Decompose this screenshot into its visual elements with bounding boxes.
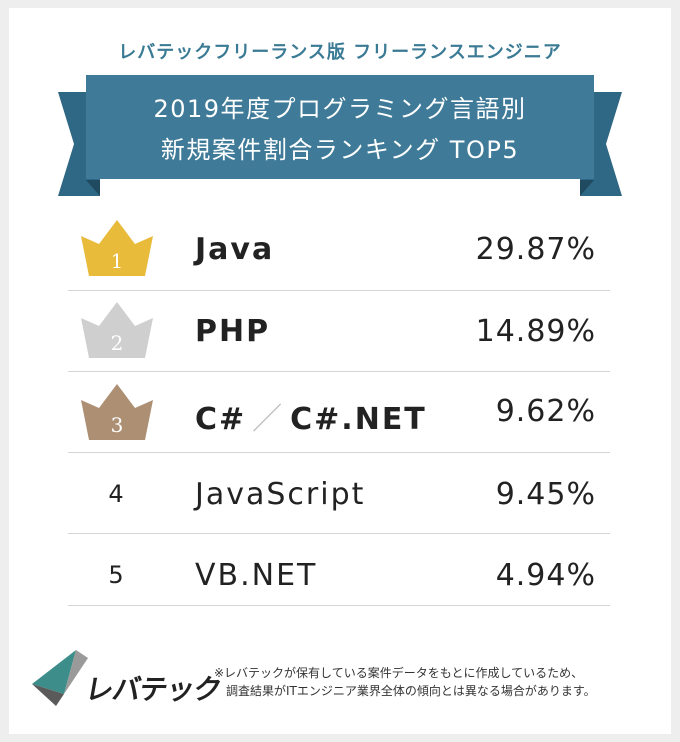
ranking-row-3: 3 C# ／ C#.NET 9.62%	[68, 372, 610, 452]
svg-text:1: 1	[111, 249, 124, 273]
row-divider	[68, 605, 610, 606]
bronze-crown-icon: 3	[81, 384, 153, 440]
language-name: VB.NET	[195, 558, 318, 593]
subtitle: レバテックフリーランス版 フリーランスエンジニア	[118, 42, 562, 63]
title-ribbon: 2019年度プログラミング言語別 新規案件割合ランキング TOP5	[0, 0, 680, 210]
language-separator: ／	[252, 402, 285, 437]
language-name-b: C#.NET	[290, 402, 427, 437]
ribbon-main	[86, 75, 594, 179]
share-value: 9.45%	[495, 477, 596, 512]
language-name: C# ／ C#.NET	[195, 394, 427, 438]
rank-number: 4	[108, 480, 124, 508]
row-divider	[68, 452, 610, 453]
silver-crown-icon: 2	[81, 302, 153, 358]
row-divider	[68, 533, 610, 534]
page-title-line-2: 新規案件割合ランキング TOP5	[160, 136, 520, 164]
logo-text: レバテック	[82, 673, 224, 706]
page-title-line-1: 2019年度プログラミング言語別	[153, 95, 527, 123]
language-name: Java	[195, 232, 275, 267]
ranking-row-5: 5 VB.NET 4.94%	[68, 534, 610, 614]
language-name-a: C#	[195, 402, 247, 437]
language-name: PHP	[195, 314, 271, 349]
share-value: 29.87%	[475, 232, 596, 267]
footnote: ※レバテックが保有している案件データをもとに作成しているため、 調査結果がITエ…	[214, 664, 664, 700]
ranking-row-4: 4 JavaScript 9.45%	[68, 453, 610, 533]
gold-crown-icon: 1	[81, 220, 153, 276]
share-value: 14.89%	[475, 314, 596, 349]
row-divider	[68, 371, 610, 372]
ranking-row-1: 1 Java 29.87%	[68, 210, 610, 290]
row-divider	[68, 290, 610, 291]
levtech-logo-icon	[32, 650, 88, 706]
footnote-line-1: ※レバテックが保有している案件データをもとに作成しているため、	[214, 666, 584, 680]
svg-text:3: 3	[111, 413, 124, 437]
share-value: 9.62%	[495, 394, 596, 429]
ranking-row-2: 2 PHP 14.89%	[68, 291, 610, 371]
language-name: JavaScript	[195, 477, 366, 512]
svg-text:2: 2	[111, 331, 124, 355]
share-value: 4.94%	[495, 558, 596, 593]
rank-number: 5	[108, 561, 124, 589]
footnote-line-2: 調査結果がITエンジニア業界全体の傾向とは異なる場合があります。	[226, 684, 596, 698]
